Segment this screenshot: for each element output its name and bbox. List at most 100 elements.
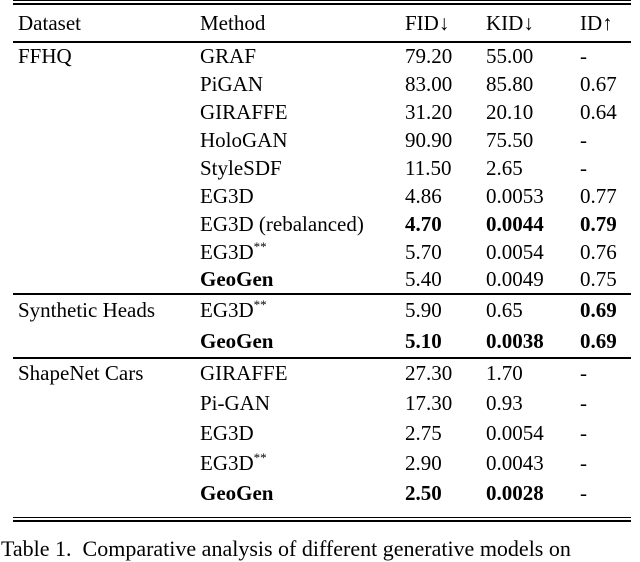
table-row: GeoGen 5.40 0.0049 0.75 <box>13 266 631 294</box>
id-cell: 0.79 <box>580 211 617 236</box>
id-cell: - <box>580 361 587 385</box>
table-row: Synthetic Heads EG3D** 5.90 0.65 0.69 <box>13 294 631 326</box>
method-cell: GRAF <box>200 44 257 68</box>
id-cell: 0.67 <box>580 71 617 96</box>
id-cell: - <box>580 450 587 475</box>
id-cell: 0.64 <box>580 99 617 124</box>
table-row: GIRAFFE 31.20 20.10 0.64 <box>13 98 631 126</box>
table-caption: Table 1. Comparative analysis of differe… <box>1 536 571 561</box>
kid-cell: 0.0054 <box>486 239 544 264</box>
method-superscript: ** <box>253 297 267 312</box>
id-cell: 0.77 <box>580 183 617 208</box>
id-cell: - <box>580 127 587 152</box>
fid-cell: 4.70 <box>405 211 442 236</box>
kid-cell: 2.65 <box>486 155 523 180</box>
fid-cell: 2.90 <box>405 450 442 475</box>
dataset-cell <box>13 448 200 478</box>
fid-cell: 5.90 <box>405 298 442 322</box>
col-header-method: Method <box>200 5 405 43</box>
dataset-cell <box>13 238 200 266</box>
fid-cell: 5.10 <box>405 329 442 353</box>
table-row: FFHQ GRAF 79.20 55.00 - <box>13 42 631 70</box>
dataset-cell <box>13 154 200 182</box>
dataset-cell <box>13 70 200 98</box>
dataset-cell <box>13 126 200 154</box>
dataset-cell <box>13 388 200 418</box>
id-cell: 0.76 <box>580 239 617 264</box>
table-bottom-rule-inner <box>13 517 631 518</box>
fid-cell: 5.70 <box>405 239 442 264</box>
col-header-id: ID↑ <box>580 5 631 43</box>
kid-cell: 0.0049 <box>486 267 544 291</box>
kid-cell: 20.10 <box>486 99 534 124</box>
dataset-section: FFHQ GRAF 79.20 55.00- PiGAN 83.00 85.80 0.67 GI… <box>13 42 631 294</box>
id-cell: - <box>580 480 587 505</box>
method-cell: GIRAFFE <box>200 361 288 385</box>
method-cell: GeoGen <box>200 267 274 291</box>
kid-cell: 85.80 <box>486 71 534 96</box>
method-cell: Pi-GAN <box>200 390 271 415</box>
kid-cell: 75.50 <box>486 127 534 152</box>
table-row: ShapeNet Cars GIRAFFE 27.30 1.70 - <box>13 358 631 388</box>
method-superscript: ** <box>253 238 267 254</box>
col-header-kid: KID↓ <box>486 5 580 43</box>
method-cell: StyleSDF <box>200 155 282 180</box>
method-cell: EG3D <box>200 183 254 208</box>
kid-cell: 0.0043 <box>486 450 544 475</box>
table-row: GeoGen 2.50 0.0028 - <box>13 478 631 508</box>
fid-cell: 90.90 <box>405 127 453 152</box>
results-table: Dataset Method FID↓ KID↓ ID↑ FFHQ GRAF 79.20 55… <box>13 5 631 508</box>
table-row: Pi-GAN 17.30 0.93 - <box>13 388 631 418</box>
table-top-rule-inner <box>13 3 631 5</box>
method-cell: EG3D (rebalanced) <box>200 211 364 236</box>
fid-cell: 17.30 <box>405 390 453 415</box>
method-cell: EG3D <box>200 420 254 445</box>
id-cell: - <box>580 155 587 180</box>
table-top-rule-outer <box>13 0 631 1</box>
table-row: EG3D (rebalanced) 4.70 0.0044 0.79 <box>13 210 631 238</box>
col-header-dataset: Dataset <box>13 5 200 43</box>
table-header: Dataset Method FID↓ KID↓ ID↑ <box>13 5 631 43</box>
fid-cell: 5.40 <box>405 267 442 291</box>
method-cell: EG3D** <box>200 238 267 264</box>
fid-cell: 27.30 <box>405 361 453 385</box>
dataset-cell: Synthetic Heads <box>18 298 156 322</box>
fid-cell: 83.00 <box>405 71 453 96</box>
dataset-cell <box>13 326 200 358</box>
fid-cell: 11.50 <box>405 155 452 180</box>
kid-cell: 0.0038 <box>486 329 544 353</box>
kid-cell: 1.70 <box>486 361 523 385</box>
dataset-cell: ShapeNet Cars <box>18 361 144 385</box>
table-row: EG3D** 2.90 0.0043 - <box>13 448 631 478</box>
fid-cell: 31.20 <box>405 99 453 124</box>
id-cell: - <box>580 390 587 415</box>
fid-cell: 4.86 <box>405 183 442 208</box>
method-cell: GIRAFFE <box>200 99 288 124</box>
dataset-cell <box>13 266 200 294</box>
table-row: HoloGAN 90.90 75.50 - <box>13 126 631 154</box>
kid-cell: 0.0044 <box>486 211 544 236</box>
dataset-cell <box>13 210 200 238</box>
dataset-cell <box>13 478 200 508</box>
id-cell: 0.69 <box>580 329 617 353</box>
method-cell: GeoGen <box>200 329 274 353</box>
header-row: Dataset Method FID↓ KID↓ ID↑ <box>13 5 631 43</box>
table-bottom-rule-outer <box>13 520 631 522</box>
kid-cell: 0.65 <box>486 298 523 322</box>
fid-cell: 2.50 <box>405 480 442 505</box>
kid-cell: 55.00 <box>486 44 534 68</box>
method-cell: EG3D** <box>200 449 267 475</box>
dataset-section: Synthetic Heads EG3D** 5.90 0.65 0.69 GeoGen 5… <box>13 294 631 358</box>
table-row: StyleSDF 11.50 2.65 - <box>13 154 631 182</box>
id-cell: - <box>580 420 587 445</box>
method-cell: GeoGen <box>200 480 274 505</box>
table-row: EG3D** 5.70 0.0054 0.76 <box>13 238 631 266</box>
method-cell: EG3D** <box>200 297 267 322</box>
dataset-cell: FFHQ <box>18 44 72 68</box>
dataset-cell <box>13 98 200 126</box>
id-cell: - <box>580 44 587 68</box>
method-cell: HoloGAN <box>200 127 288 152</box>
kid-cell: 0.93 <box>486 390 523 415</box>
id-cell: 0.69 <box>580 298 617 322</box>
fid-cell: 79.20 <box>405 44 453 68</box>
